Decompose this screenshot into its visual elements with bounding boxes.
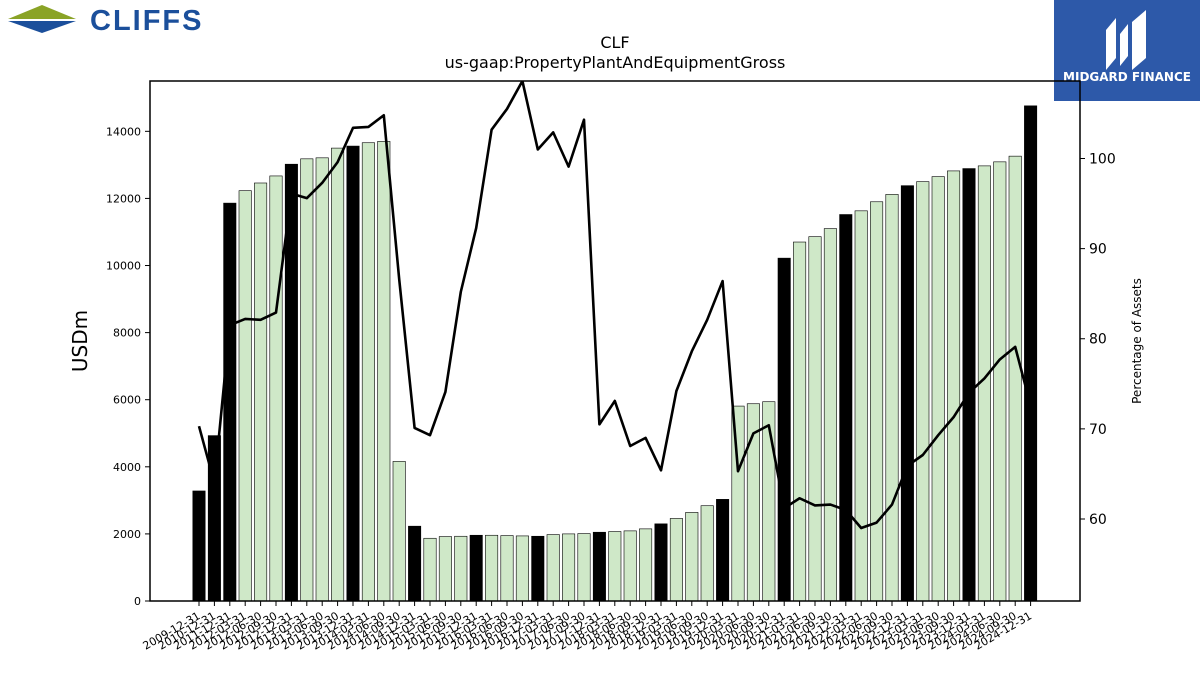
y2-axis-label: Percentage of Assets	[1130, 278, 1144, 404]
bar-2014-03-31	[361, 142, 375, 602]
cliffs-emblem-bottom	[8, 21, 76, 33]
midgard-finance-logo: MIDGARD FINANCE	[1054, 0, 1200, 101]
y2-tick-label: 100	[1089, 152, 1116, 168]
y-tick-label: 2000	[113, 528, 141, 541]
bar-2023-09-30	[947, 170, 961, 602]
bar-2021-03-31	[793, 241, 807, 602]
bar-2014-06-30	[377, 141, 391, 602]
bar-2013-09-30	[331, 147, 345, 602]
percentage-of-assets-line	[197, 81, 1032, 530]
cliffs-emblem-icon: CLIFFS	[8, 5, 204, 37]
bar-2013-03-31	[300, 158, 314, 602]
midgard-emblem-left	[1106, 18, 1116, 70]
y2-tick-label: 90	[1089, 242, 1107, 258]
cliffs-logo: CLIFFS	[6, 2, 246, 38]
bar-2018-09-30	[639, 528, 653, 602]
y-axis: 0 2000 4000 6000 8000 10000 12000 14000	[106, 125, 150, 608]
bar-2017-03-31	[546, 534, 560, 602]
y2-tick-label: 70	[1089, 422, 1107, 438]
bar-2022-06-30	[870, 201, 884, 602]
y2-axis: 60 70 80 90 100	[1080, 152, 1116, 528]
y2-tick-label: 60	[1089, 512, 1107, 528]
y2-tick-label: 80	[1089, 332, 1107, 348]
bar-2020-12-31	[777, 257, 791, 602]
bar-2016-03-31	[485, 534, 499, 602]
bar-2020-03-31	[731, 405, 745, 602]
bar-2015-09-30	[454, 535, 468, 602]
bar-2017-06-30	[562, 533, 576, 602]
bar-2023-06-30	[931, 176, 945, 602]
bar-2009-12-31	[192, 490, 206, 602]
x-axis: 2009-12-312010-12-312011-12-312012-03-31…	[141, 601, 1034, 653]
midgard-logo-text: MIDGARD FINANCE	[1063, 70, 1191, 84]
y-tick-label: 14000	[106, 125, 141, 138]
bar-2016-12-31	[531, 535, 545, 602]
bar-2019-12-31	[716, 499, 730, 602]
bar-2015-03-31	[423, 537, 437, 602]
y-tick-label: 4000	[113, 461, 141, 474]
bar-2016-06-30	[500, 535, 514, 602]
bar-2015-12-31	[469, 534, 483, 602]
bar-2018-12-31	[654, 523, 668, 602]
bar-2014-09-30	[392, 461, 406, 602]
line-layer	[197, 81, 1032, 530]
bar-2021-06-30	[808, 236, 822, 602]
bar-2017-09-30	[577, 533, 591, 602]
bar-2022-12-31	[900, 185, 914, 602]
bar-2019-06-30	[685, 512, 699, 602]
bar-2014-12-31	[408, 525, 422, 602]
bar-2012-06-30	[254, 182, 268, 602]
cliffs-logo-text: CLIFFS	[90, 5, 204, 37]
bar-2011-12-31	[223, 202, 237, 602]
cliffs-emblem-top	[8, 5, 76, 19]
bar-2021-12-31	[839, 214, 853, 602]
y-tick-label: 10000	[106, 260, 141, 273]
y-tick-label: 0	[134, 595, 141, 608]
bar-2019-09-30	[700, 505, 714, 602]
bar-2018-03-31	[608, 531, 622, 602]
bar-2024-09-30	[1008, 155, 1022, 602]
bar-2012-09-30	[269, 175, 283, 602]
y-axis-label: USDm	[68, 310, 92, 372]
bar-2013-12-31	[346, 145, 360, 602]
bar-2016-09-30	[515, 535, 529, 602]
bar-2017-12-31	[592, 531, 606, 602]
bar-2019-03-31	[669, 518, 683, 602]
bar-2013-06-30	[315, 157, 329, 602]
chart-title: CLF	[600, 33, 629, 52]
bar-2024-12-31	[1024, 105, 1038, 602]
midgard-emblem-icon: MIDGARD FINANCE	[1063, 10, 1191, 84]
y-tick-label: 6000	[113, 394, 141, 407]
bar-2012-03-31	[238, 190, 252, 602]
bar-2015-06-30	[438, 536, 452, 602]
bar-2021-09-30	[823, 228, 837, 602]
bar-2023-12-31	[962, 168, 976, 602]
bar-2010-12-31	[207, 435, 221, 602]
bar-2022-09-30	[885, 194, 899, 602]
bar-2023-03-31	[916, 181, 930, 602]
bar-group	[192, 105, 1038, 602]
chart-subtitle: us-gaap:PropertyPlantAndEquipmentGross	[445, 53, 786, 72]
bar-2022-03-31	[854, 210, 868, 602]
midgard-emblem-mid	[1120, 24, 1128, 66]
bar-2018-06-30	[623, 530, 637, 602]
midgard-emblem-right	[1132, 10, 1146, 70]
y-tick-label: 8000	[113, 327, 141, 340]
bar-2024-06-30	[993, 161, 1007, 602]
y-tick-label: 12000	[106, 192, 141, 205]
